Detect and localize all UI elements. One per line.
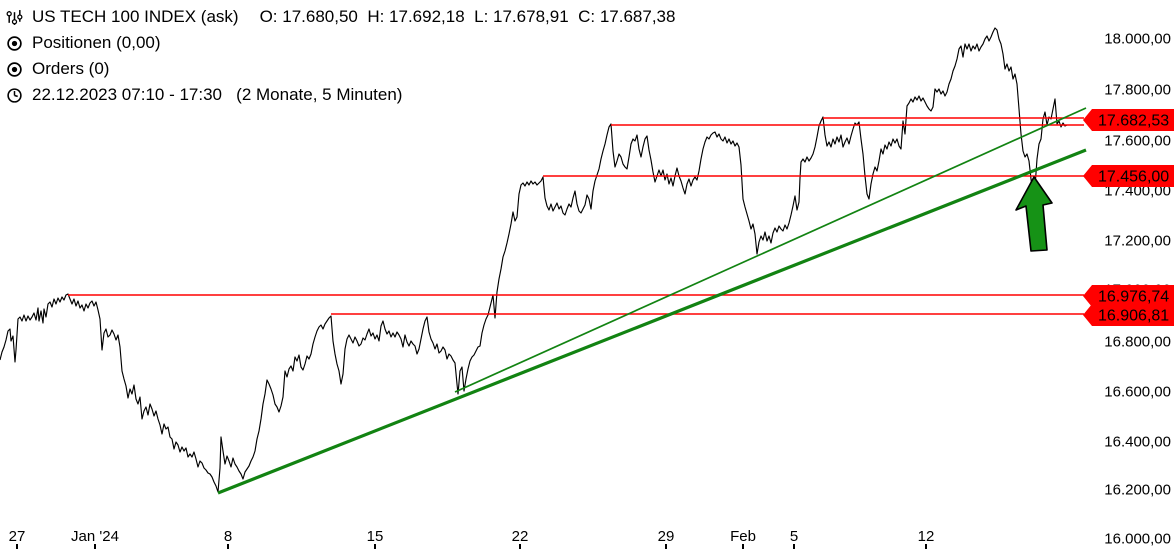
y-axis: 18.000,0017.800,0017.600,0017.400,0017.2…: [1104, 31, 1171, 548]
symbol-name: US TECH 100 INDEX (ask): [32, 7, 239, 26]
price-tag[interactable]: [1083, 109, 1174, 131]
y-axis-label: 17.600,00: [1104, 133, 1171, 150]
bar-chart-icon: [6, 9, 23, 25]
ohlc-values: O: 17.680,50 H: 17.692,18 L: 17.678,91 C…: [259, 7, 676, 26]
price-series: [0, 27, 1068, 493]
clock-icon: [7, 87, 22, 103]
x-axis-label: 15: [367, 528, 384, 545]
price-tag[interactable]: [1083, 285, 1174, 307]
horizontal-level-lines: [68, 117, 1084, 315]
y-axis-label: 16.600,00: [1104, 384, 1171, 401]
y-axis-label: 16.400,00: [1104, 434, 1171, 451]
price-tag-label: 17.682,53: [1098, 113, 1169, 130]
x-axis-label: Feb: [730, 528, 756, 545]
x-axis-label: 8: [224, 528, 232, 545]
x-axis-label: Jan '24: [71, 528, 119, 545]
chart-legend: US TECH 100 INDEX (ask) O: 17.680,50 H: 1…: [6, 7, 675, 105]
x-axis-label: 27: [9, 528, 26, 545]
y-axis-label: 16.800,00: [1104, 334, 1171, 351]
timerange-label: 22.12.2023 07:10 - 17:30 (2 Monate, 5 Mi…: [32, 85, 403, 104]
y-axis-label: 16.200,00: [1104, 482, 1171, 499]
legend-symbol-row[interactable]: US TECH 100 INDEX (ask) O: 17.680,50 H: 1…: [6, 7, 675, 27]
price-tag[interactable]: [1083, 304, 1174, 326]
orders-label: Orders (0): [32, 59, 110, 78]
price-tag-label: 16.976,74: [1098, 289, 1169, 306]
legend-orders-row[interactable]: Orders (0): [6, 59, 675, 79]
y-axis-label: 17.800,00: [1104, 82, 1171, 99]
orders-icon: [7, 61, 22, 77]
y-axis-label: 17.200,00: [1104, 233, 1171, 250]
trend-line[interactable]: [454, 107, 1087, 393]
x-axis-label: 5: [790, 528, 798, 545]
up-arrow-annotation: [1015, 176, 1053, 252]
x-axis-label: 22: [512, 528, 529, 545]
price-tag[interactable]: [1083, 165, 1174, 187]
price-line: [0, 27, 1068, 493]
price-tag-label: 17.456,00: [1098, 169, 1169, 186]
legend-positions-row[interactable]: Positionen (0,00): [6, 33, 675, 53]
legend-timerange-row[interactable]: 22.12.2023 07:10 - 17:30 (2 Monate, 5 Mi…: [6, 85, 675, 105]
positions-label: Positionen (0,00): [32, 33, 161, 52]
x-axis-label: 12: [918, 528, 935, 545]
up-arrow[interactable]: [1015, 176, 1053, 252]
y-axis-label: 18.000,00: [1104, 31, 1171, 48]
price-tag-label: 16.906,81: [1098, 308, 1169, 325]
x-axis-label: 29: [658, 528, 675, 545]
positions-icon: [7, 35, 22, 51]
price-level-tags: 17.682,53 17.456,00 16.976,74 16.906,81: [1083, 109, 1174, 326]
trend-line[interactable]: [217, 148, 1087, 495]
trend-lines: [217, 107, 1087, 495]
y-axis-label: 16.000,00: [1104, 531, 1171, 548]
x-axis: 27 Jan '24 8 15 22 29 Feb 5 12: [9, 528, 935, 549]
